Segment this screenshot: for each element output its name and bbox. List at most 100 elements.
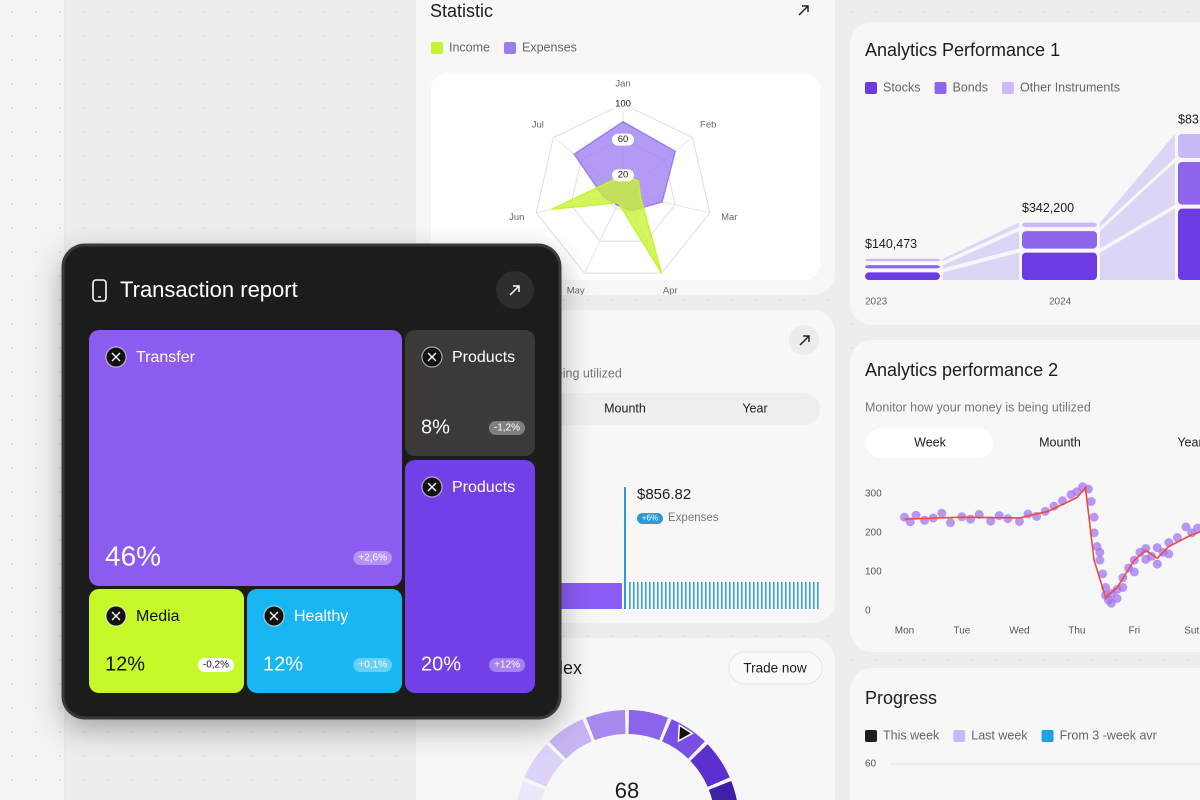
- point: [1014, 516, 1024, 526]
- legend-label: Last week: [971, 728, 1028, 742]
- gauge-segment: [690, 744, 730, 787]
- series-label: Expenses: [668, 512, 719, 524]
- point: [920, 515, 930, 525]
- expand-icon[interactable]: [798, 5, 809, 16]
- change-label: +0,1%: [358, 660, 387, 671]
- axis-label: Jul: [532, 120, 544, 131]
- stripe: [749, 582, 751, 609]
- point: [1003, 514, 1013, 524]
- tab-label: Year: [1177, 435, 1200, 449]
- stripe: [649, 582, 651, 609]
- legend-label: Expenses: [522, 40, 577, 54]
- axis-label: Jan: [615, 79, 630, 90]
- legend-swatch: [431, 42, 443, 54]
- point: [986, 516, 996, 526]
- card-title: Statistic: [430, 1, 493, 21]
- tile-icon-glyph: [111, 352, 121, 362]
- stripe: [789, 582, 791, 609]
- axis-label: Jun: [509, 212, 524, 223]
- change-label: -1,2%: [494, 423, 520, 434]
- point: [1098, 569, 1108, 579]
- ring-label-bg: [612, 98, 634, 110]
- point: [994, 511, 1004, 521]
- x-tick-label: Fri: [1128, 626, 1140, 637]
- point: [1172, 533, 1182, 543]
- stripe: [805, 582, 807, 609]
- point: [1112, 593, 1122, 603]
- card-title: Transaction report: [120, 277, 298, 302]
- stripe: [701, 582, 703, 609]
- active-tab[interactable]: [866, 428, 993, 458]
- y-tick-label: 200: [865, 527, 882, 538]
- y-tick-label: 100: [865, 567, 882, 578]
- flow-band: [943, 252, 1019, 280]
- legend-swatch: [504, 42, 516, 54]
- tab-label: Year: [742, 401, 767, 415]
- stripe: [745, 582, 747, 609]
- x-tick-label: Wed: [1009, 626, 1029, 637]
- axis-label: Apr: [663, 286, 678, 297]
- stripe: [797, 582, 799, 609]
- change-badge: [489, 658, 525, 672]
- legend-label: This week: [883, 728, 940, 742]
- trend-line: [904, 485, 1200, 599]
- stripe: [781, 582, 783, 609]
- stripe: [721, 582, 723, 609]
- total-label: $140,473: [865, 237, 917, 251]
- stripe: [661, 582, 663, 609]
- tile-label: Transfer: [136, 349, 196, 366]
- stripe: [673, 582, 675, 609]
- tile-label: Media: [136, 608, 180, 625]
- trade-button[interactable]: [728, 651, 823, 685]
- spoke: [583, 192, 624, 274]
- expand-icon: [509, 285, 520, 296]
- button-label[interactable]: Trade now: [743, 661, 807, 676]
- legend-swatch: [1041, 730, 1054, 742]
- stripe: [697, 582, 699, 609]
- stripe: [757, 582, 759, 609]
- ring-label-bg: [612, 133, 634, 146]
- stripe: [713, 582, 715, 609]
- change-label: +6%: [642, 514, 658, 523]
- x-tick-label: Thu: [1068, 626, 1085, 637]
- tile: [89, 330, 402, 586]
- stripe: [633, 582, 635, 609]
- y-tick-label: 0: [865, 606, 871, 617]
- point: [1129, 567, 1139, 577]
- total-label: $342,200: [1022, 201, 1074, 215]
- phone-icon: [92, 279, 107, 302]
- bar-segment: [1178, 134, 1200, 158]
- change-badge: [488, 421, 525, 435]
- bar-segment: [1178, 208, 1200, 280]
- stripe: [801, 582, 803, 609]
- card-title: Analytics Performance 1: [865, 40, 1060, 60]
- stripe: [645, 582, 647, 609]
- axis-label: May: [567, 286, 585, 297]
- transaction-card: Transaction report Transfer 46% +2,6% Produ…: [61, 243, 562, 720]
- y-tick-label: 60: [865, 759, 877, 770]
- stripe: [765, 582, 767, 609]
- flow-band: [1100, 134, 1175, 228]
- grid-ring: [535, 103, 711, 274]
- point: [1086, 497, 1096, 507]
- gauge-segment: [515, 780, 546, 800]
- stripe: [773, 582, 775, 609]
- stripe: [637, 582, 639, 609]
- tile-value: 46%: [105, 540, 161, 571]
- stripe: [753, 582, 755, 609]
- point: [1141, 543, 1151, 553]
- tile: [89, 589, 244, 693]
- point: [945, 518, 955, 528]
- stripe: [733, 582, 735, 609]
- stripe: [677, 582, 679, 609]
- tile-value: 8%: [421, 416, 450, 438]
- bar-segment: [1178, 161, 1200, 205]
- point: [1095, 547, 1105, 557]
- point: [1152, 559, 1162, 569]
- stripe: [685, 582, 687, 609]
- analytics-1-card: Analytics Performance 1 Stocks Bonds Other…: [865, 40, 1200, 308]
- point: [1147, 551, 1157, 561]
- tile-label: Healthy: [294, 608, 348, 625]
- ring-label: 20: [618, 170, 629, 181]
